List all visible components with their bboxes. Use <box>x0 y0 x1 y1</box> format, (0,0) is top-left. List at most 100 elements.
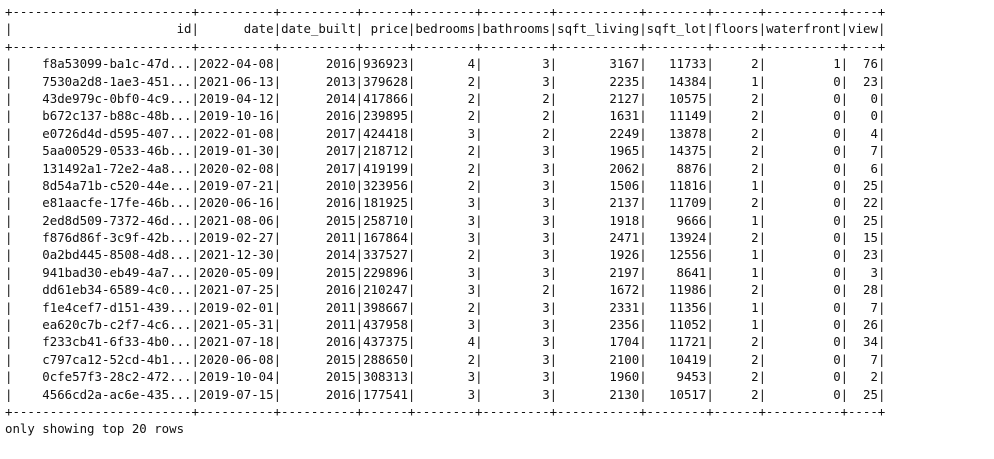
table-cell-bedrooms: 2 <box>415 143 475 158</box>
table-cell-price: 936923 <box>363 56 408 71</box>
table-cell-bathrooms: 3 <box>483 334 550 349</box>
table-cell-waterfront: 0 <box>766 195 841 210</box>
table-cell-sqft_lot: 10517 <box>647 387 707 402</box>
table-cell-view: 0 <box>848 91 878 106</box>
table-cell-price: 308313 <box>363 369 408 384</box>
table-cell-date: 2021-07-18 <box>199 334 274 349</box>
column-header-bathrooms: bathrooms <box>483 21 550 36</box>
table-cell-bedrooms: 2 <box>415 108 475 123</box>
table-row: | e81aacfe-17fe-46b...|2020-06-16| 2016|… <box>5 194 994 211</box>
table-cell-floors: 2 <box>714 126 759 141</box>
table-cell-date_built: 2015 <box>281 352 356 367</box>
table-cell-date_built: 2016 <box>281 387 356 402</box>
table-cell-waterfront: 1 <box>766 56 841 71</box>
table-cell-date: 2019-10-16 <box>199 108 274 123</box>
table-cell-date: 2019-01-30 <box>199 143 274 158</box>
table-cell-id: 5aa00529-0533-46b... <box>12 143 191 158</box>
table-cell-bathrooms: 2 <box>483 91 550 106</box>
table-cell-waterfront: 0 <box>766 161 841 176</box>
table-cell-bedrooms: 2 <box>415 247 475 262</box>
table-cell-bathrooms: 3 <box>483 317 550 332</box>
table-cell-view: 25 <box>848 178 878 193</box>
table-cell-price: 424418 <box>363 126 408 141</box>
table-row: | 5aa00529-0533-46b...|2019-01-30| 2017|… <box>5 142 994 159</box>
table-cell-sqft_living: 1631 <box>557 108 639 123</box>
console-output: +------------------------+----------+---… <box>0 0 994 438</box>
table-row: | f1e4cef7-d151-439...|2019-02-01| 2011|… <box>5 299 994 316</box>
table-cell-sqft_lot: 13924 <box>647 230 707 245</box>
table-cell-bathrooms: 3 <box>483 369 550 384</box>
table-cell-bathrooms: 2 <box>483 108 550 123</box>
table-cell-bathrooms: 3 <box>483 143 550 158</box>
table-row: | f233cb41-6f33-4b0...|2021-07-18| 2016|… <box>5 333 994 350</box>
table-cell-date_built: 2016 <box>281 108 356 123</box>
table-cell-bedrooms: 2 <box>415 74 475 89</box>
table-cell-sqft_lot: 11709 <box>647 195 707 210</box>
table-cell-sqft_living: 3167 <box>557 56 639 71</box>
table-cell-view: 6 <box>848 161 878 176</box>
table-cell-id: ea620c7b-c2f7-4c6... <box>12 317 191 332</box>
table-cell-bathrooms: 2 <box>483 282 550 297</box>
table-cell-floors: 2 <box>714 161 759 176</box>
table-cell-date_built: 2011 <box>281 317 356 332</box>
table-cell-bathrooms: 2 <box>483 126 550 141</box>
table-cell-date: 2019-04-12 <box>199 91 274 106</box>
table-cell-date_built: 2014 <box>281 247 356 262</box>
table-row: | 43de979c-0bf0-4c9...|2019-04-12| 2014|… <box>5 90 994 107</box>
table-cell-price: 167864 <box>363 230 408 245</box>
table-cell-sqft_lot: 13878 <box>647 126 707 141</box>
table-cell-date_built: 2016 <box>281 56 356 71</box>
table-cell-id: e81aacfe-17fe-46b... <box>12 195 191 210</box>
table-cell-date_built: 2011 <box>281 230 356 245</box>
table-cell-bedrooms: 3 <box>415 369 475 384</box>
table-cell-bedrooms: 3 <box>415 213 475 228</box>
table-header: | id| date|date_built| price|bedrooms|ba… <box>5 20 994 37</box>
table-cell-sqft_living: 2356 <box>557 317 639 332</box>
table-cell-bathrooms: 3 <box>483 230 550 245</box>
table-cell-waterfront: 0 <box>766 369 841 384</box>
table-cell-sqft_living: 2100 <box>557 352 639 367</box>
table-row: | 7530a2d8-1ae3-451...|2021-06-13| 2013|… <box>5 73 994 90</box>
table-cell-sqft_living: 1965 <box>557 143 639 158</box>
table-cell-bathrooms: 3 <box>483 56 550 71</box>
table-cell-sqft_living: 1704 <box>557 334 639 349</box>
table-cell-waterfront: 0 <box>766 317 841 332</box>
table-cell-price: 177541 <box>363 387 408 402</box>
table-cell-sqft_living: 1926 <box>557 247 639 262</box>
table-cell-waterfront: 0 <box>766 300 841 315</box>
table-cell-sqft_living: 2062 <box>557 161 639 176</box>
table-cell-bedrooms: 3 <box>415 195 475 210</box>
table-cell-sqft_living: 1960 <box>557 369 639 384</box>
table-cell-bathrooms: 3 <box>483 247 550 262</box>
column-header-sqft_lot: sqft_lot <box>647 21 707 36</box>
table-cell-bedrooms: 4 <box>415 56 475 71</box>
table-cell-id: 0cfe57f3-28c2-472... <box>12 369 191 384</box>
table-row: | ea620c7b-c2f7-4c6...|2021-05-31| 2011|… <box>5 316 994 333</box>
column-header-date_built: date_built <box>281 21 356 36</box>
table-cell-view: 22 <box>848 195 878 210</box>
table-cell-waterfront: 0 <box>766 178 841 193</box>
column-header-date: date <box>199 21 274 36</box>
table-cell-floors: 2 <box>714 56 759 71</box>
table-cell-price: 229896 <box>363 265 408 280</box>
table-cell-sqft_living: 2197 <box>557 265 639 280</box>
table-cell-date_built: 2011 <box>281 300 356 315</box>
table-cell-price: 258710 <box>363 213 408 228</box>
table-cell-view: 2 <box>848 369 878 384</box>
table-cell-bedrooms: 4 <box>415 334 475 349</box>
table-cell-id: 2ed8d509-7372-46d... <box>12 213 191 228</box>
table-cell-sqft_living: 1506 <box>557 178 639 193</box>
table-cell-view: 4 <box>848 126 878 141</box>
table-cell-waterfront: 0 <box>766 74 841 89</box>
table-cell-date: 2019-07-15 <box>199 387 274 402</box>
table-cell-date_built: 2015 <box>281 265 356 280</box>
table-cell-date_built: 2017 <box>281 143 356 158</box>
table-cell-sqft_lot: 9453 <box>647 369 707 384</box>
table-cell-id: 8d54a71b-c520-44e... <box>12 178 191 193</box>
table-cell-floors: 1 <box>714 300 759 315</box>
table-row: | 0cfe57f3-28c2-472...|2019-10-04| 2015|… <box>5 368 994 385</box>
table-row: | 0a2bd445-8508-4d8...|2021-12-30| 2014|… <box>5 246 994 263</box>
table-cell-price: 398667 <box>363 300 408 315</box>
table-cell-sqft_living: 2137 <box>557 195 639 210</box>
table-cell-view: 15 <box>848 230 878 245</box>
